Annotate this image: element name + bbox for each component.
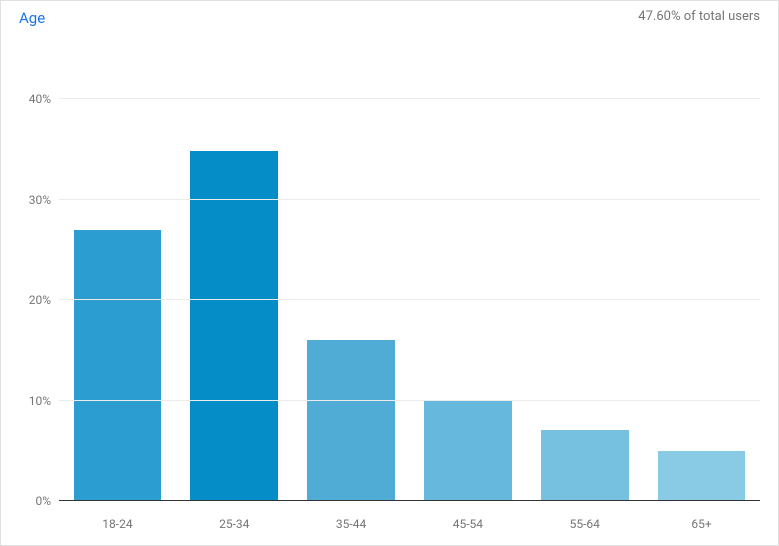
bar-slot [409, 49, 526, 501]
grid-line [59, 199, 760, 200]
bar-slot [526, 49, 643, 501]
y-axis-label: 0% [35, 494, 59, 508]
chart-title: Age [19, 9, 45, 27]
bar[interactable] [74, 230, 162, 501]
age-chart-card: Age 47.60% of total users 0%10%20%30%40%… [0, 0, 779, 546]
chart-header: Age 47.60% of total users [1, 1, 778, 31]
bars-container [59, 49, 760, 501]
x-axis-label: 55-64 [526, 509, 643, 545]
x-axis-label: 25-34 [176, 509, 293, 545]
bar-slot [59, 49, 176, 501]
x-axis-labels: 18-2425-3435-4445-5455-6465+ [59, 509, 760, 545]
grid-line [59, 299, 760, 300]
y-axis-label: 30% [29, 193, 59, 207]
y-axis-label: 40% [29, 92, 59, 106]
bar-slot [293, 49, 410, 501]
x-axis-label: 45-54 [409, 509, 526, 545]
x-axis-label: 65+ [643, 509, 760, 545]
bar[interactable] [541, 430, 629, 501]
chart-subtitle: 47.60% of total users [638, 9, 760, 27]
grid-line [59, 98, 760, 99]
bar-slot [643, 49, 760, 501]
bar[interactable] [190, 151, 278, 501]
y-axis-label: 10% [29, 394, 59, 408]
bar[interactable] [424, 400, 512, 501]
bar[interactable] [307, 340, 395, 501]
bar[interactable] [658, 451, 746, 501]
x-axis-label: 35-44 [293, 509, 410, 545]
bar-slot [176, 49, 293, 501]
grid-line [59, 400, 760, 401]
x-axis-label: 18-24 [59, 509, 176, 545]
chart-plot-area: 0%10%20%30%40% [59, 49, 760, 501]
y-axis-label: 20% [29, 293, 59, 307]
x-axis-baseline [59, 500, 760, 501]
